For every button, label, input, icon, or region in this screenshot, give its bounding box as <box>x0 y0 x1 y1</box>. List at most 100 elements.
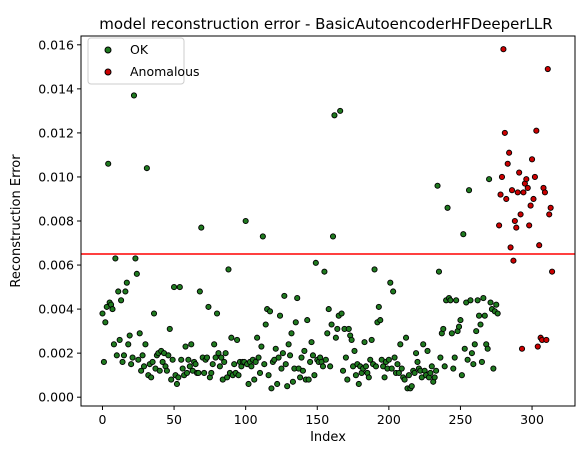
ok-point <box>444 204 451 211</box>
ok-point <box>368 336 375 343</box>
ok-point <box>387 279 394 286</box>
ok-point <box>275 354 282 361</box>
anomalous-point <box>520 189 527 196</box>
ok-point <box>484 345 491 352</box>
y-tick-label: 0.004 <box>38 302 74 317</box>
ok-point <box>305 376 312 383</box>
ok-point <box>274 380 281 388</box>
ok-point <box>259 233 266 240</box>
anomalous-point <box>500 46 507 53</box>
ok-point <box>352 372 359 379</box>
y-axis: 0.000 0.002 0.004 0.006 0.008 0.010 0.012 0.014… <box>38 37 81 405</box>
anomalous-point <box>514 189 521 196</box>
ok-point <box>433 367 440 374</box>
ok-point <box>132 255 139 262</box>
ok-point <box>342 354 349 361</box>
ok-point <box>486 176 493 183</box>
ok-point <box>128 361 135 368</box>
ok-point <box>268 385 275 392</box>
ok-point <box>213 310 221 317</box>
plot-frame <box>81 36 575 406</box>
ok-point <box>464 356 471 363</box>
anomalous-point <box>506 149 513 156</box>
ok-point <box>476 312 483 319</box>
ok-point <box>140 363 148 370</box>
anomalous-point <box>530 195 537 203</box>
ok-point <box>473 328 480 335</box>
ok-point <box>231 361 238 368</box>
ok-point <box>256 369 264 377</box>
legend-marker-ok <box>104 46 112 54</box>
chart-title: model reconstruction error - BasicAutoen… <box>99 15 552 33</box>
ok-point <box>125 341 132 348</box>
ok-point <box>205 303 212 310</box>
ok-point <box>168 376 175 383</box>
ok-point <box>309 352 317 359</box>
ok-point <box>411 369 418 377</box>
ok-point <box>427 369 434 377</box>
ok-point <box>136 330 143 337</box>
ok-point <box>457 317 464 324</box>
legend: OK Anomalous <box>87 37 200 85</box>
ok-point <box>142 341 149 348</box>
ok-point <box>102 319 109 326</box>
ok-point <box>218 354 225 361</box>
ok-point <box>324 330 331 337</box>
ok-point <box>215 350 222 357</box>
ok-point <box>490 365 497 372</box>
ok-point <box>408 383 415 390</box>
ok-point <box>365 374 372 381</box>
ok-point <box>186 363 193 370</box>
anomalous-point <box>544 65 551 73</box>
ok-point <box>395 369 402 377</box>
ok-point <box>334 325 341 332</box>
ok-point <box>435 268 443 275</box>
ok-point <box>371 266 378 273</box>
ok-point <box>420 341 427 348</box>
ok-point <box>212 354 219 361</box>
ok-point <box>225 266 232 273</box>
ok-point <box>248 363 255 370</box>
x-tick-label: 50 <box>166 412 182 427</box>
ok-point <box>311 372 318 379</box>
x-axis: 0 50 100 150 200 250 300 <box>99 406 544 427</box>
plot-area <box>80 35 576 407</box>
ok-point <box>458 372 465 379</box>
anomalous-point <box>511 217 518 225</box>
ok-point <box>327 363 334 370</box>
ok-point <box>494 310 501 317</box>
ok-point <box>148 374 155 381</box>
anomalous-point <box>531 173 538 180</box>
ok-point <box>377 317 384 324</box>
ok-point <box>118 297 125 304</box>
x-tick-label: 100 <box>234 412 258 427</box>
legend-marker-anomalous <box>104 68 112 76</box>
y-tick-label: 0.010 <box>38 169 74 184</box>
ok-point <box>287 352 294 359</box>
ok-point <box>143 165 150 172</box>
anomalous-point <box>541 189 548 196</box>
ok-point <box>242 217 249 225</box>
ok-point <box>266 308 274 315</box>
anomalous-point <box>501 129 508 136</box>
anomalous-point <box>510 257 517 264</box>
ok-point <box>362 363 369 370</box>
ok-point <box>222 350 229 357</box>
ok-point <box>355 380 362 388</box>
ok-point <box>461 345 468 352</box>
ok-point <box>285 341 292 348</box>
ok-point <box>126 332 133 339</box>
ok-point <box>390 288 397 295</box>
ok-point <box>447 297 454 304</box>
ok-point <box>165 352 172 359</box>
ok-point <box>169 356 176 363</box>
ok-point <box>100 358 107 366</box>
ok-point <box>413 350 420 357</box>
ok-point <box>440 325 447 332</box>
ok-point <box>195 369 202 377</box>
ok-point <box>381 374 388 381</box>
y-tick-label: 0.006 <box>38 258 74 273</box>
anomalous-point <box>508 187 516 194</box>
ok-point <box>251 376 258 383</box>
ok-point <box>465 187 473 194</box>
